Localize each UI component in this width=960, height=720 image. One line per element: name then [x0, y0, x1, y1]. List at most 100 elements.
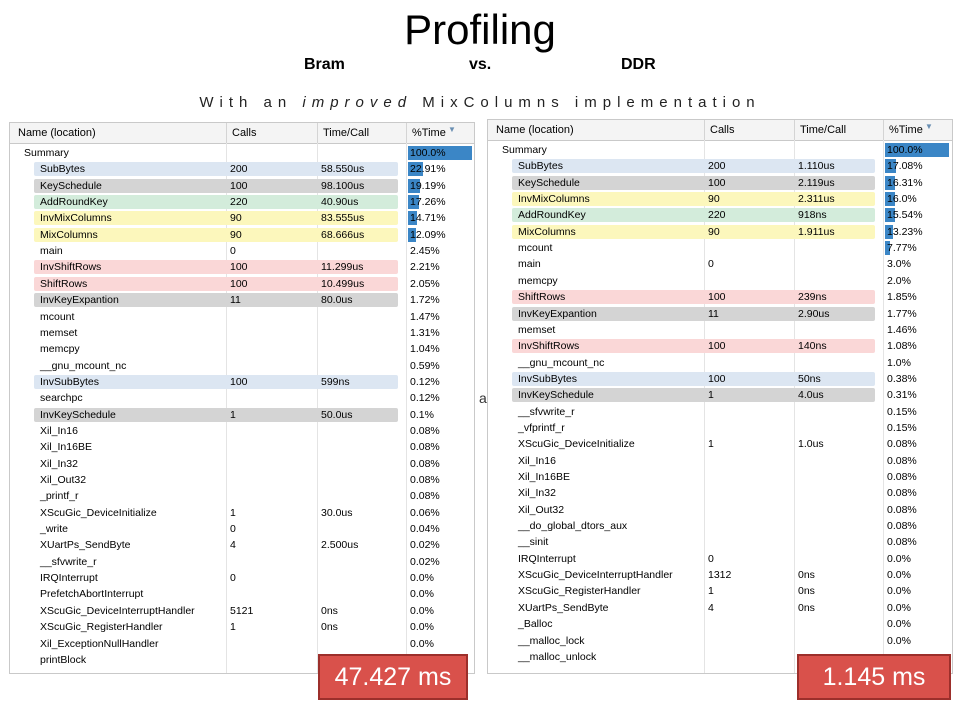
row-name: XScuGic_DeviceInitialize [40, 506, 157, 519]
table-row[interactable]: AddRoundKey 220 40.90us 17.26% [10, 194, 474, 210]
table-row[interactable]: mcount 7.77% [488, 240, 952, 256]
table-row[interactable]: InvMixColumns 90 2.311us 16.0% [488, 191, 952, 207]
table-row[interactable]: SubBytes 200 58.550us 22.91% [10, 161, 474, 177]
table-row[interactable]: XScuGic_DeviceInterruptHandler 5121 0ns 0.0… [10, 603, 474, 619]
table-row[interactable]: AddRoundKey 220 918ns 15.54% [488, 207, 952, 223]
sort-descending-icon[interactable]: ▼ [448, 125, 456, 134]
table-row[interactable]: KeySchedule 100 2.119us 16.31% [488, 175, 952, 191]
table-row[interactable]: memcpy 1.04% [10, 341, 474, 357]
table-row[interactable]: __malloc_unlock [488, 649, 952, 665]
table-row[interactable]: MixColumns 90 68.666us 12.09% [10, 227, 474, 243]
table-row[interactable]: XScuGic_RegisterHandler 1 0ns 0.0% [488, 583, 952, 599]
table-row[interactable]: Xil_In32 0.08% [10, 456, 474, 472]
row-pct: 0.08% [410, 474, 440, 486]
time-bar [885, 241, 890, 256]
time-bar [885, 208, 895, 223]
table-row[interactable]: InvKeyExpantion 11 2.90us 1.77% [488, 306, 952, 322]
row-name: IRQInterrupt [40, 572, 98, 585]
table-row[interactable]: ShiftRows 100 239ns 1.85% [488, 289, 952, 305]
table-row[interactable]: XUartPs_SendByte 4 2.500us 0.02% [10, 537, 474, 553]
table-row[interactable]: printBlock [10, 652, 474, 668]
row-name: XScuGic_DeviceInterruptHandler [40, 604, 195, 617]
row-highlight [512, 290, 875, 305]
row-pct: 19.19% [410, 179, 446, 192]
table-row[interactable]: _write 0 0.04% [10, 521, 474, 537]
row-name: __gnu_mcount_nc [40, 359, 127, 372]
column-header-time[interactable]: Time/Call [800, 124, 847, 136]
table-row[interactable]: InvKeySchedule 1 50.0us 0.1% [10, 407, 474, 423]
table-row[interactable]: Xil_In16 0.08% [488, 453, 952, 469]
table-row[interactable]: XScuGic_DeviceInitialize 1 1.0us 0.08% [488, 436, 952, 452]
table-row[interactable]: XScuGic_DeviceInitialize 1 30.0us 0.06% [10, 505, 474, 521]
table-row[interactable]: XUartPs_SendByte 4 0ns 0.0% [488, 600, 952, 616]
table-row[interactable]: __sinit 0.08% [488, 534, 952, 550]
table-row[interactable]: searchpc 0.12% [10, 390, 474, 406]
table-row[interactable]: SubBytes 200 1.110us 17.08% [488, 158, 952, 174]
sort-descending-icon[interactable]: ▼ [925, 122, 933, 131]
table-row[interactable]: __malloc_lock 0.0% [488, 633, 952, 649]
table-row[interactable]: Xil_ExceptionNullHandler 0.0% [10, 636, 474, 652]
row-name: _printf_r [40, 490, 79, 503]
row-time: 2.311us [798, 193, 835, 206]
table-row[interactable]: XScuGic_RegisterHandler 1 0ns 0.0% [10, 619, 474, 635]
table-row[interactable]: InvShiftRows 100 11.299us 2.21% [10, 259, 474, 275]
table-row[interactable]: InvMixColumns 90 83.555us 14.71% [10, 210, 474, 226]
column-header-name[interactable]: Name (location) [18, 127, 96, 139]
table-row[interactable]: ShiftRows 100 10.499us 2.05% [10, 276, 474, 292]
row-pct: 1.04% [410, 343, 440, 356]
table-row[interactable]: main 0 3.0% [488, 256, 952, 272]
table-row[interactable]: __gnu_mcount_nc 1.0% [488, 355, 952, 371]
table-row[interactable]: memcpy 2.0% [488, 273, 952, 289]
table-row[interactable]: Xil_Out32 0.08% [488, 502, 952, 518]
table-row[interactable]: Xil_In16 0.08% [10, 423, 474, 439]
tagline-pre: With an [199, 94, 293, 111]
table-row[interactable]: XScuGic_DeviceInterruptHandler 1312 0ns 0.0… [488, 567, 952, 583]
row-name: KeySchedule [518, 176, 580, 189]
row-time: 50.0us [321, 408, 353, 421]
row-name: Xil_ExceptionNullHandler [40, 637, 159, 650]
table-row[interactable]: Xil_In32 0.08% [488, 485, 952, 501]
table-row[interactable]: InvKeyExpantion 11 80.0us 1.72% [10, 292, 474, 308]
table-row[interactable]: __do_global_dtors_aux 0.08% [488, 518, 952, 534]
table-row[interactable]: _vfprintf_r 0.15% [488, 420, 952, 436]
table-row[interactable]: Summary 100.0% [488, 142, 952, 158]
table-row[interactable]: __gnu_mcount_nc 0.59% [10, 358, 474, 374]
table-row[interactable]: InvShiftRows 100 140ns 1.08% [488, 338, 952, 354]
table-row[interactable]: Summary 100.0% [10, 145, 474, 161]
table-row[interactable]: InvSubBytes 100 50ns 0.38% [488, 371, 952, 387]
column-header-pct[interactable]: %Time [889, 124, 923, 136]
table-row[interactable]: _printf_r 0.08% [10, 488, 474, 504]
table-row[interactable]: KeySchedule 100 98.100us 19.19% [10, 178, 474, 194]
table-row[interactable]: __sfvwrite_r 0.15% [488, 404, 952, 420]
table-row[interactable]: __sfvwrite_r 0.02% [10, 554, 474, 570]
table-row[interactable]: IRQInterrupt 0 0.0% [10, 570, 474, 586]
row-calls: 1 [708, 438, 714, 451]
column-header-time[interactable]: Time/Call [323, 127, 370, 139]
table-row[interactable]: InvSubBytes 100 599ns 0.12% [10, 374, 474, 390]
row-pct: 0.0% [887, 585, 911, 598]
table-row[interactable]: PrefetchAbortInterrupt 0.0% [10, 586, 474, 602]
table-row[interactable]: Xil_In16BE 0.08% [10, 439, 474, 455]
table-row[interactable]: memset 1.46% [488, 322, 952, 338]
row-calls: 200 [230, 163, 248, 176]
row-calls: 0 [230, 572, 236, 585]
row-calls: 0 [708, 258, 714, 271]
row-pct: 100.0% [410, 147, 446, 159]
table-row[interactable]: _Balloc 0.0% [488, 616, 952, 632]
table-row[interactable]: mcount 1.47% [10, 309, 474, 325]
table-row[interactable]: main 0 2.45% [10, 243, 474, 259]
table-row[interactable]: IRQInterrupt 0 0.0% [488, 551, 952, 567]
row-time: 0ns [321, 621, 338, 634]
row-highlight [512, 306, 875, 321]
table-row[interactable]: Xil_In16BE 0.08% [488, 469, 952, 485]
row-name: Summary [24, 147, 69, 159]
row-pct: 0.0% [887, 634, 911, 647]
table-row[interactable]: Xil_Out32 0.08% [10, 472, 474, 488]
column-header-calls[interactable]: Calls [710, 124, 735, 136]
column-header-calls[interactable]: Calls [232, 127, 257, 139]
column-header-pct[interactable]: %Time [412, 127, 446, 139]
table-row[interactable]: InvKeySchedule 1 4.0us 0.31% [488, 387, 952, 403]
table-row[interactable]: MixColumns 90 1.911us 13.23% [488, 224, 952, 240]
column-header-name[interactable]: Name (location) [496, 124, 574, 136]
table-row[interactable]: memset 1.31% [10, 325, 474, 341]
